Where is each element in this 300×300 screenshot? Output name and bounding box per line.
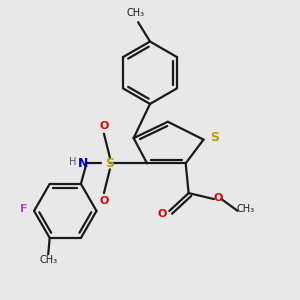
Text: CH₃: CH₃ [39, 255, 57, 265]
Text: S: S [210, 131, 219, 144]
Text: CH₃: CH₃ [126, 8, 144, 18]
Text: S: S [105, 157, 114, 170]
Text: O: O [99, 121, 109, 131]
Text: N: N [78, 157, 88, 170]
Text: O: O [213, 193, 223, 202]
Text: O: O [99, 196, 109, 206]
Text: H: H [69, 157, 76, 167]
Text: CH₃: CH₃ [236, 204, 254, 214]
Text: O: O [157, 209, 167, 219]
Text: F: F [20, 204, 27, 214]
